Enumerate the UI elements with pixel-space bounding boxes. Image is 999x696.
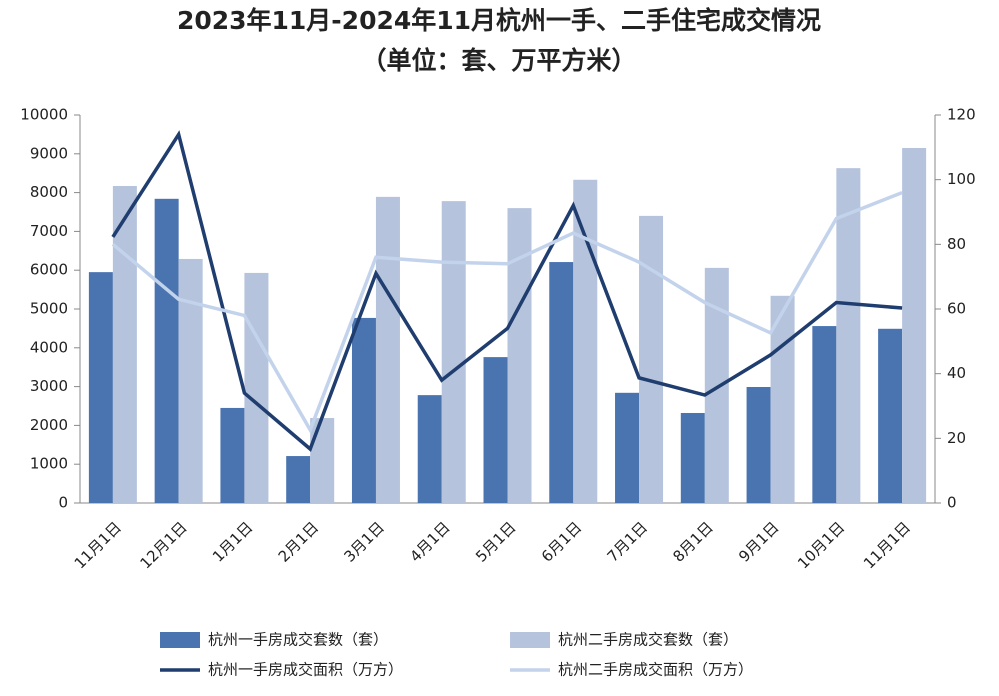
y2-tick-label: 80 (947, 235, 966, 253)
y-tick-label: 10000 (20, 106, 68, 124)
bar (549, 262, 574, 503)
x-tick-label: 10月1日 (794, 518, 848, 572)
line (111, 190, 903, 434)
bar (746, 386, 771, 503)
line (111, 130, 903, 452)
x-tick-label: 8月1日 (669, 518, 716, 565)
y-tick-label: 2000 (30, 416, 68, 434)
legend-label: 杭州二手房成交套数（套） (558, 631, 738, 649)
y2-tick-label: 20 (947, 429, 966, 447)
legend-label: 杭州二手房成交面积（万方） (558, 661, 753, 679)
x-tick-label: 11月1日 (860, 518, 914, 572)
y-tick-label: 7000 (30, 222, 68, 240)
x-tick-label: 1月1日 (209, 518, 256, 565)
bar (220, 407, 245, 503)
legend-label: 杭州一手房成交面积（万方） (208, 661, 403, 679)
y2-tick-label: 100 (947, 170, 976, 188)
bar (639, 215, 664, 503)
bar (375, 196, 400, 504)
y-tick-label: 0 (58, 494, 68, 512)
x-tick-label: 7月1日 (604, 518, 651, 565)
bar (417, 395, 442, 503)
legend-swatch (160, 632, 200, 648)
x-tick-label: 2月1日 (275, 518, 322, 565)
x-tick-label: 11月1日 (71, 518, 125, 572)
chart-subtitle: （单位：套、万平方米） (361, 46, 636, 75)
x-tick-label: 5月1日 (472, 518, 519, 565)
x-tick-label: 3月1日 (341, 518, 388, 565)
bar (615, 392, 640, 503)
y2-tick-label: 40 (947, 364, 966, 382)
bar (573, 179, 598, 503)
y2-tick-label: 0 (947, 494, 957, 512)
bar (351, 317, 376, 503)
bar (812, 326, 837, 503)
bar (680, 412, 705, 503)
y-tick-label: 5000 (30, 300, 68, 318)
x-tick-label: 12月1日 (136, 518, 190, 572)
bar (286, 456, 311, 503)
bar (88, 272, 113, 503)
x-tick-label: 4月1日 (406, 518, 453, 565)
bar (902, 147, 927, 504)
legend-label: 杭州一手房成交套数（套） (208, 631, 388, 649)
y2-tick-label: 120 (947, 106, 976, 124)
bar (770, 295, 795, 503)
bar (112, 186, 137, 503)
bar (836, 168, 861, 503)
x-tick-label: 9月1日 (735, 518, 782, 565)
bar (441, 201, 466, 504)
bar (154, 198, 179, 504)
y2-tick-label: 60 (947, 300, 966, 318)
chart-title: 2023年11月-2024年11月杭州一手、二手住宅成交情况 (177, 6, 821, 35)
y-tick-label: 8000 (30, 183, 68, 201)
y-tick-label: 9000 (30, 144, 68, 162)
bar (878, 328, 903, 503)
legend-swatch (510, 632, 550, 648)
bar (178, 258, 203, 503)
y-tick-label: 4000 (30, 338, 68, 356)
y-tick-label: 6000 (30, 261, 68, 279)
bar (483, 357, 508, 503)
bar (310, 418, 335, 503)
y-tick-label: 1000 (30, 455, 68, 473)
x-tick-label: 6月1日 (538, 518, 585, 565)
y-tick-label: 3000 (30, 377, 68, 395)
bar (244, 272, 269, 503)
